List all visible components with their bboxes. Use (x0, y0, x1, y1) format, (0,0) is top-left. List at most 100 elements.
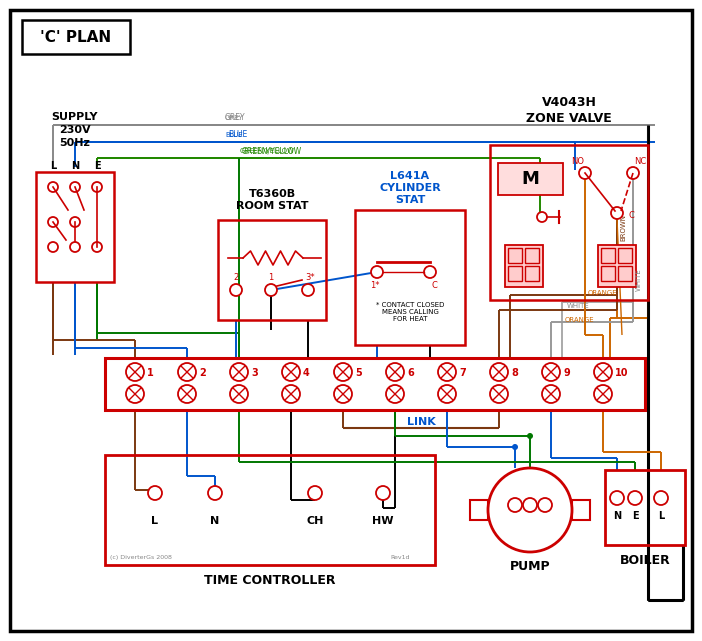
Circle shape (610, 491, 624, 505)
Text: * CONTACT CLOSED
MEANS CALLING
FOR HEAT: * CONTACT CLOSED MEANS CALLING FOR HEAT (376, 302, 444, 322)
Circle shape (628, 491, 642, 505)
Circle shape (490, 385, 508, 403)
Circle shape (48, 182, 58, 192)
Bar (618, 266, 632, 281)
Circle shape (438, 363, 456, 381)
Text: N: N (613, 511, 621, 521)
Circle shape (48, 217, 58, 227)
Circle shape (611, 207, 623, 219)
Bar (618, 248, 632, 263)
Circle shape (148, 486, 162, 500)
Circle shape (178, 363, 196, 381)
Text: 3*: 3* (305, 274, 314, 283)
Circle shape (70, 182, 80, 192)
Circle shape (371, 266, 383, 278)
Circle shape (376, 486, 390, 500)
Text: BLUE: BLUE (228, 130, 247, 139)
Text: 4: 4 (303, 368, 310, 378)
Text: NO: NO (571, 158, 585, 167)
Text: 10: 10 (615, 368, 628, 378)
Text: L: L (658, 511, 664, 521)
Bar (525, 266, 539, 281)
Text: E: E (632, 511, 638, 521)
Circle shape (438, 385, 456, 403)
Circle shape (542, 385, 560, 403)
Text: M: M (522, 170, 539, 188)
Circle shape (512, 444, 518, 450)
Text: C: C (628, 210, 634, 219)
Text: 3: 3 (251, 368, 258, 378)
Text: CH: CH (306, 516, 324, 526)
Circle shape (488, 468, 572, 552)
Bar (601, 266, 615, 281)
Text: N: N (511, 517, 519, 527)
Circle shape (265, 284, 277, 296)
Text: 5: 5 (355, 368, 362, 378)
Text: V4043H
ZONE VALVE: V4043H ZONE VALVE (526, 96, 612, 124)
Text: GREEN/YELLOW: GREEN/YELLOW (242, 146, 302, 155)
Text: C: C (431, 281, 437, 290)
Bar (505, 245, 543, 287)
Bar (508, 248, 522, 263)
Text: ORANGE: ORANGE (565, 317, 595, 323)
Bar (498, 163, 563, 195)
Text: GREY: GREY (225, 115, 244, 121)
Text: E: E (526, 517, 534, 527)
Text: TIME CONTROLLER: TIME CONTROLLER (204, 574, 336, 588)
Bar (572, 500, 590, 520)
Bar (105, 358, 645, 410)
Circle shape (523, 498, 537, 512)
Text: L: L (152, 516, 159, 526)
Circle shape (527, 433, 533, 439)
Circle shape (70, 242, 80, 252)
Circle shape (208, 486, 222, 500)
Text: BLUE: BLUE (225, 132, 243, 138)
Bar (105, 455, 435, 565)
Bar (22, 20, 130, 54)
Circle shape (424, 266, 436, 278)
Circle shape (627, 167, 639, 179)
Circle shape (594, 385, 612, 403)
Text: 9: 9 (563, 368, 570, 378)
Circle shape (92, 182, 102, 192)
Text: 8: 8 (511, 368, 518, 378)
Text: NC: NC (634, 158, 646, 167)
Bar (605, 470, 685, 545)
Text: L: L (50, 161, 56, 171)
Circle shape (508, 498, 522, 512)
Text: BOILER: BOILER (620, 554, 670, 567)
Circle shape (334, 363, 352, 381)
Text: 2: 2 (199, 368, 206, 378)
Circle shape (48, 242, 58, 252)
Circle shape (92, 242, 102, 252)
Bar (598, 245, 636, 287)
Text: WHITE: WHITE (636, 268, 642, 291)
Circle shape (579, 167, 591, 179)
Circle shape (308, 486, 322, 500)
Bar (36, 172, 114, 282)
Text: 1: 1 (147, 368, 154, 378)
Circle shape (334, 385, 352, 403)
Text: 'C' PLAN: 'C' PLAN (41, 29, 112, 44)
Bar (218, 220, 326, 320)
Text: HW: HW (372, 516, 394, 526)
Text: E: E (93, 161, 100, 171)
Bar (525, 248, 539, 263)
Circle shape (594, 363, 612, 381)
Bar (490, 145, 648, 300)
Text: T6360B
ROOM STAT: T6360B ROOM STAT (236, 189, 308, 211)
Bar (601, 248, 615, 263)
Circle shape (386, 385, 404, 403)
Text: GREY: GREY (225, 113, 246, 122)
Text: 1: 1 (268, 274, 274, 283)
Circle shape (386, 363, 404, 381)
Circle shape (126, 363, 144, 381)
Bar (470, 500, 488, 520)
Circle shape (538, 498, 552, 512)
Bar (508, 266, 522, 281)
Circle shape (542, 363, 560, 381)
Text: 2: 2 (233, 274, 239, 283)
Circle shape (654, 491, 668, 505)
Text: ORANGE: ORANGE (588, 290, 618, 296)
Text: 1*: 1* (370, 281, 380, 290)
